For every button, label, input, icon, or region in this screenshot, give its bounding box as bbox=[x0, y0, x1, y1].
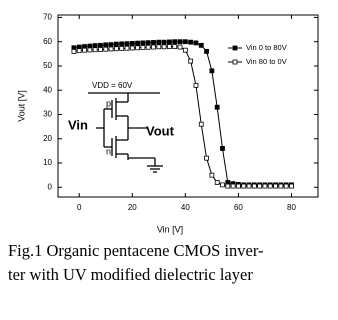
data-point bbox=[124, 41, 130, 47]
data-point bbox=[82, 47, 87, 53]
vdd-label: VDD = 60V bbox=[92, 81, 133, 90]
data-point bbox=[182, 39, 188, 45]
data-point bbox=[161, 44, 167, 50]
caption-line: ter with UV modified dielectric layer bbox=[8, 265, 253, 284]
data-point bbox=[251, 183, 257, 189]
data-point bbox=[225, 183, 231, 189]
x-tick-label: 0 bbox=[77, 203, 82, 212]
data-point bbox=[214, 104, 220, 110]
data-point bbox=[220, 182, 225, 188]
x-tick-label: 60 bbox=[234, 203, 243, 212]
caption-line: Fig.1 Organic pentacene CMOS inver- bbox=[8, 241, 264, 260]
data-point bbox=[188, 58, 194, 64]
y-axis-label: Vout [V] bbox=[16, 90, 26, 122]
data-point bbox=[145, 44, 151, 50]
p-label: p bbox=[106, 98, 111, 108]
n-label: n bbox=[106, 146, 111, 156]
vout-label: Vout bbox=[146, 123, 175, 138]
data-point bbox=[289, 183, 294, 189]
data-point bbox=[204, 49, 209, 54]
data-point bbox=[193, 82, 199, 88]
data-point bbox=[198, 42, 204, 48]
data-point bbox=[92, 47, 98, 53]
legend-label: Vin 0 to 80V bbox=[246, 43, 287, 52]
data-point bbox=[98, 42, 103, 48]
data-point bbox=[198, 121, 204, 127]
y-tick-label: 50 bbox=[43, 61, 52, 70]
data-point bbox=[108, 42, 114, 48]
data-point bbox=[76, 48, 82, 54]
data-point bbox=[182, 47, 188, 53]
x-tick-label: 20 bbox=[128, 203, 137, 212]
data-point bbox=[209, 172, 215, 178]
data-point bbox=[156, 44, 162, 50]
y-tick-label: 10 bbox=[43, 158, 52, 167]
data-point bbox=[209, 68, 215, 74]
data-point bbox=[230, 183, 236, 189]
data-point bbox=[161, 39, 167, 45]
data-point bbox=[135, 40, 140, 46]
data-point bbox=[108, 46, 114, 52]
data-point bbox=[87, 43, 93, 49]
y-tick-label: 0 bbox=[48, 182, 53, 191]
data-point bbox=[246, 183, 252, 189]
legend-label: Vin 80 to 0V bbox=[246, 57, 287, 66]
data-point bbox=[236, 183, 241, 189]
y-tick-label: 70 bbox=[43, 13, 52, 22]
circuit bbox=[88, 92, 163, 173]
data-point bbox=[172, 39, 178, 45]
data-point bbox=[257, 183, 263, 189]
data-point bbox=[167, 39, 172, 45]
data-point bbox=[273, 183, 278, 189]
series-line bbox=[73, 46, 292, 187]
data-point bbox=[113, 46, 119, 52]
data-point bbox=[119, 46, 125, 51]
data-point bbox=[129, 40, 135, 46]
data-point bbox=[220, 146, 225, 151]
x-axis-label: Vin [V] bbox=[157, 224, 183, 234]
data-point bbox=[124, 45, 130, 51]
y-tick-label: 30 bbox=[43, 110, 52, 119]
y-tick-label: 20 bbox=[43, 134, 52, 143]
data-point bbox=[167, 44, 172, 49]
vin-label: Vin bbox=[68, 117, 88, 132]
data-point bbox=[278, 183, 284, 189]
data-point bbox=[156, 39, 162, 45]
data-point bbox=[119, 41, 125, 47]
data-point bbox=[140, 40, 146, 46]
data-point bbox=[214, 180, 220, 185]
y-tick-label: 60 bbox=[43, 37, 52, 46]
legend-marker bbox=[232, 59, 238, 65]
data-point bbox=[262, 183, 268, 189]
data-point bbox=[135, 45, 140, 51]
data-point bbox=[188, 39, 194, 45]
data-point bbox=[140, 45, 146, 50]
data-point bbox=[241, 183, 247, 189]
x-tick-label: 80 bbox=[287, 203, 296, 212]
data-point bbox=[129, 45, 135, 51]
data-point bbox=[151, 44, 156, 50]
data-point bbox=[92, 43, 98, 48]
data-point bbox=[267, 183, 273, 189]
data-point bbox=[177, 44, 183, 50]
data-point bbox=[177, 39, 183, 45]
data-point bbox=[145, 40, 151, 46]
x-tick-label: 40 bbox=[181, 203, 190, 212]
data-point bbox=[103, 46, 109, 52]
data-point bbox=[172, 44, 178, 49]
plot-frame bbox=[57, 14, 319, 198]
y-tick-label: 40 bbox=[43, 85, 52, 94]
data-point bbox=[204, 155, 209, 161]
data-point bbox=[103, 42, 109, 48]
data-point bbox=[98, 47, 103, 52]
data-point bbox=[113, 41, 119, 47]
legend-marker bbox=[232, 45, 238, 51]
data-point bbox=[71, 49, 77, 54]
data-point bbox=[283, 183, 289, 189]
data-point bbox=[193, 40, 199, 46]
data-point bbox=[87, 47, 93, 53]
data-point bbox=[151, 40, 156, 45]
